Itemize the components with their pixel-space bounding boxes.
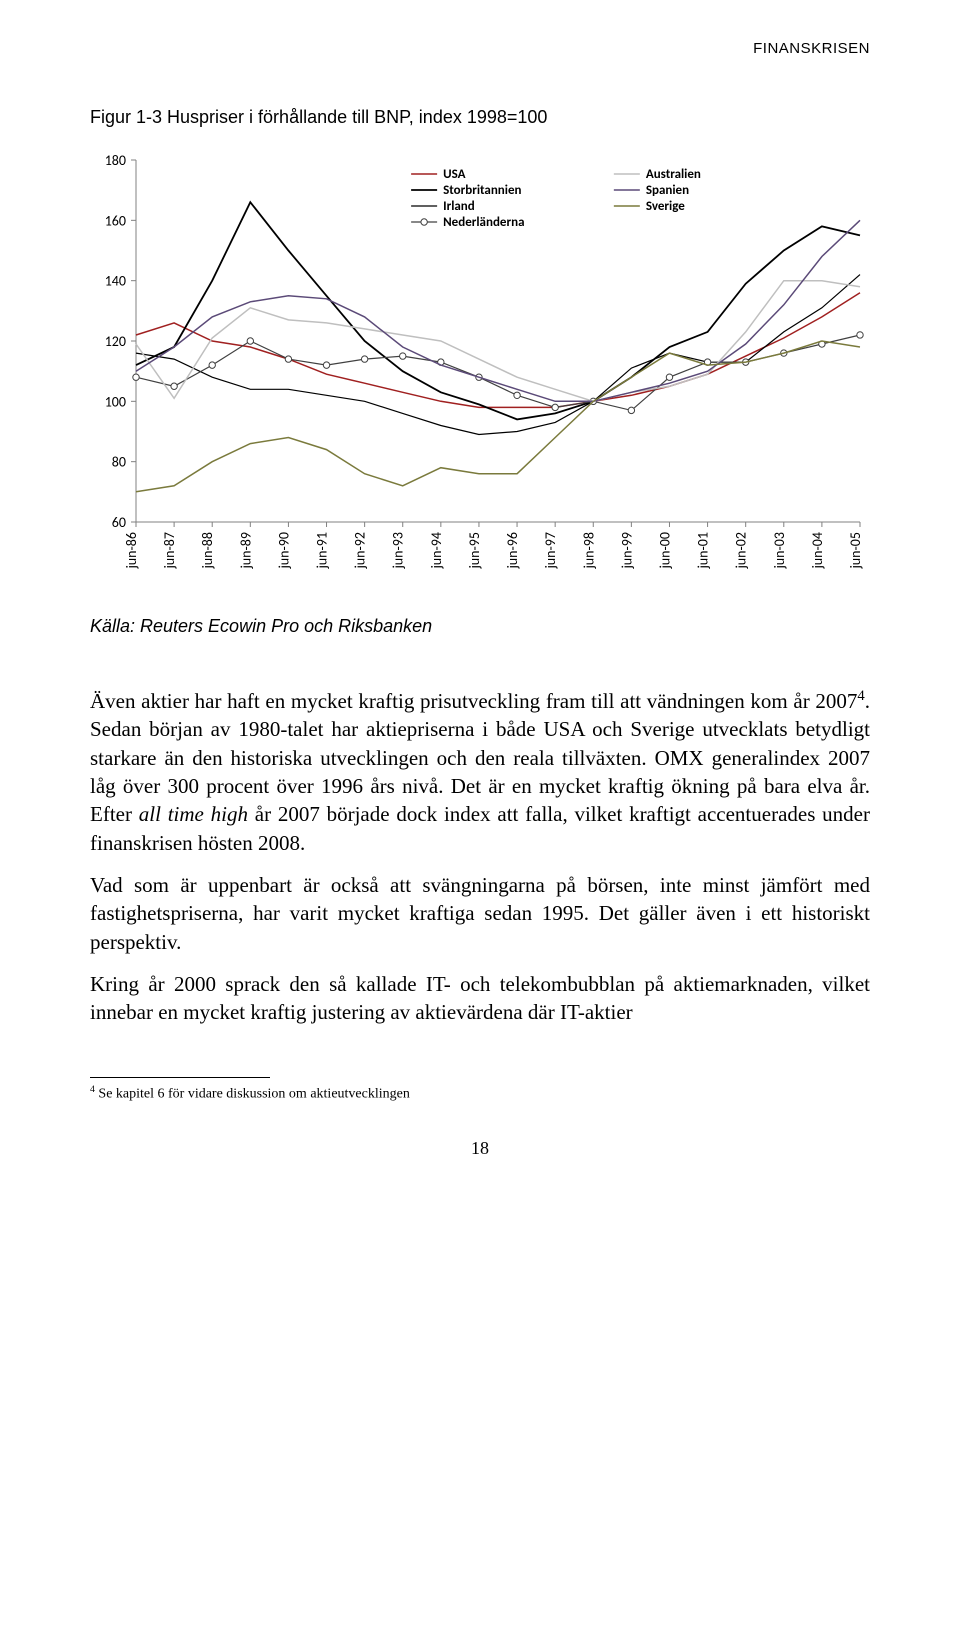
- svg-text:60: 60: [112, 514, 126, 531]
- paragraph-2: Vad som är uppenbart är också att svängn…: [90, 871, 870, 956]
- svg-text:jun-89: jun-89: [237, 532, 254, 570]
- svg-text:jun-97: jun-97: [542, 532, 559, 570]
- svg-text:180: 180: [105, 152, 126, 169]
- svg-text:jun-99: jun-99: [618, 532, 635, 570]
- svg-text:jun-04: jun-04: [809, 532, 826, 570]
- p1-sup: 4: [857, 688, 864, 704]
- footnote: 4 Se kapitel 6 för vidare diskussion om …: [90, 1084, 870, 1103]
- svg-text:Spanien: Spanien: [646, 183, 689, 198]
- figure-title: Figur 1-3 Huspriser i förhållande till B…: [90, 107, 870, 128]
- svg-text:jun-05: jun-05: [847, 532, 864, 570]
- svg-text:jun-02: jun-02: [733, 532, 750, 570]
- svg-text:100: 100: [105, 393, 126, 410]
- svg-text:jun-90: jun-90: [275, 532, 292, 570]
- footnote-rule: [90, 1077, 270, 1078]
- footnote-text: Se kapitel 6 för vidare diskussion om ak…: [95, 1086, 410, 1101]
- house-price-chart: 60 80 100 120 140 160 180 jun-86 jun-87 jun-88 jun…: [90, 152, 870, 592]
- svg-text:jun-91: jun-91: [314, 532, 331, 570]
- svg-text:140: 140: [105, 273, 126, 290]
- svg-text:jun-96: jun-96: [504, 532, 521, 570]
- svg-text:jun-00: jun-00: [656, 532, 673, 570]
- svg-text:USA: USA: [443, 167, 465, 182]
- svg-text:jun-94: jun-94: [428, 532, 445, 570]
- paragraph-1: Även aktier har haft en mycket kraftig p…: [90, 687, 870, 857]
- p1-run-a: Även aktier har haft en mycket kraftig p…: [90, 689, 857, 713]
- svg-text:jun-03: jun-03: [771, 532, 788, 570]
- svg-text:120: 120: [105, 333, 126, 350]
- svg-text:jun-93: jun-93: [390, 532, 407, 570]
- p1-ital: all time high: [139, 802, 248, 826]
- svg-text:jun-92: jun-92: [352, 532, 369, 570]
- paragraph-3: Kring år 2000 sprack den så kallade IT- …: [90, 970, 870, 1027]
- svg-text:jun-01: jun-01: [695, 532, 712, 570]
- svg-text:Sverige: Sverige: [646, 199, 685, 214]
- chart-svg: 60 80 100 120 140 160 180 jun-86 jun-87 jun-88 jun…: [90, 152, 870, 592]
- page-number: 18: [90, 1138, 870, 1159]
- svg-text:Australien: Australien: [646, 167, 701, 182]
- section-label: FINANSKRISEN: [753, 40, 870, 57]
- svg-text:jun-95: jun-95: [466, 532, 483, 570]
- svg-text:jun-88: jun-88: [199, 532, 216, 570]
- svg-text:jun-87: jun-87: [161, 532, 178, 570]
- svg-text:Storbritannien: Storbritannien: [443, 183, 521, 198]
- svg-text:jun-86: jun-86: [123, 532, 140, 570]
- page-header: FINANSKRISEN: [90, 40, 870, 57]
- svg-text:Irland: Irland: [443, 199, 475, 214]
- svg-text:80: 80: [112, 454, 126, 471]
- svg-text:Nederländerna: Nederländerna: [443, 215, 524, 230]
- svg-text:160: 160: [105, 212, 126, 229]
- svg-text:jun-98: jun-98: [580, 532, 597, 570]
- body-text: Även aktier har haft en mycket kraftig p…: [90, 687, 870, 1027]
- figure-source: Källa: Reuters Ecowin Pro och Riksbanken: [90, 616, 870, 637]
